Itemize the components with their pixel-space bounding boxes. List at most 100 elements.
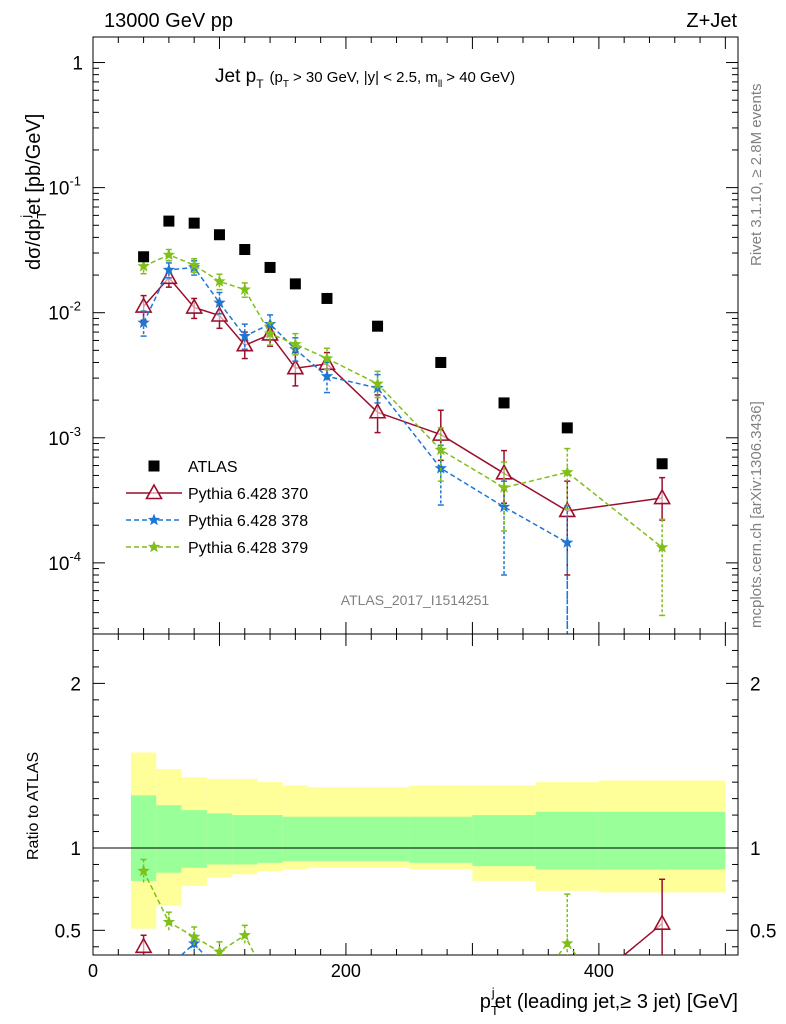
data-point	[498, 397, 510, 409]
data-point	[434, 461, 447, 474]
uncertainty-band-green	[232, 815, 258, 865]
data-point	[138, 251, 150, 263]
xlabel-a: p	[480, 991, 491, 1013]
data-point	[289, 278, 301, 290]
data-point	[185, 297, 204, 314]
legend-marker	[148, 460, 160, 472]
ratio-series-group	[134, 858, 671, 955]
x-axis-label: pTjet (leading jet,≥ 3 jet) [GeV]	[480, 985, 738, 1018]
data-point	[263, 327, 277, 339]
ratio-data-point	[188, 930, 201, 943]
ratio-data-point	[134, 937, 153, 954]
ratio-data-point	[561, 937, 574, 949]
header-left-label: 13000 GeV pp	[104, 10, 233, 32]
data-point	[561, 422, 573, 434]
rivet-version-label: Rivet 3.1.10, ≥ 2.8M events	[748, 84, 765, 267]
data-point	[561, 465, 574, 478]
main-panel-title: Jet pT (pT > 30 GeV, |y| < 2.5, mll > 40 Ge…	[215, 66, 515, 91]
ratio-data-point	[653, 914, 671, 931]
ratio-y-tick-label: 1	[70, 839, 81, 860]
xlabel-a-sup: j	[491, 985, 495, 1000]
main-panel: 10-4 10-3 10-2 10-1 1	[48, 36, 739, 635]
uncertainty-band-green	[472, 815, 536, 867]
data-point	[286, 358, 305, 375]
legend-entry-pythia-6-428-378: Pythia 6.428 378	[126, 513, 308, 530]
series-line	[143, 254, 663, 548]
data-point	[497, 500, 511, 513]
ratio-data-point	[213, 945, 226, 955]
data-point	[163, 215, 175, 227]
ratio-series-line	[557, 942, 577, 955]
ratio-series-pythia-6-428-379	[137, 858, 577, 955]
ratio-y-tick-label: 0.5	[55, 921, 81, 942]
title-cut-2-sub: ll	[438, 79, 442, 90]
data-point	[213, 274, 226, 287]
mcplots-label: mcplots.cern.ch [arXiv:1306.3436]	[748, 401, 765, 628]
data-point	[188, 217, 200, 229]
ylabel-a-sup: j	[18, 215, 33, 219]
title-cut-3: > 40 GeV)	[446, 69, 515, 86]
ratio-data-point	[137, 864, 150, 877]
legend-marker	[145, 483, 163, 500]
data-point	[372, 320, 384, 332]
legend-label: Pythia 6.428 370	[188, 486, 308, 503]
data-point	[188, 258, 201, 271]
title-cut-1: (p	[270, 69, 283, 86]
legend-label: Pythia 6.428 378	[188, 513, 308, 530]
ratio-data-point	[238, 928, 251, 941]
data-point	[239, 244, 251, 256]
legend-entry-pythia-6-428-379: Pythia 6.428 379	[126, 540, 308, 557]
legend-entry-atlas: ATLAS	[148, 459, 238, 476]
ylabel-a-sub: T	[34, 211, 49, 219]
legend-label: Pythia 6.428 379	[188, 540, 308, 557]
y-tick-label: 1	[72, 54, 83, 75]
data-point	[320, 369, 334, 382]
data-point	[264, 261, 276, 273]
x-tick-label: 200	[331, 961, 361, 981]
ylabel-b: et [pb/GeV]	[23, 114, 45, 215]
ratio-y-axis-label: Ratio to ATLAS	[25, 752, 42, 860]
uncertainty-band-green	[282, 816, 308, 862]
data-point	[289, 337, 302, 350]
data-point	[213, 229, 225, 241]
data-point	[655, 540, 669, 553]
xlabel-a-sub: T	[491, 1003, 499, 1018]
x-tick-label: 400	[584, 961, 614, 981]
ratio-y-tick-label: 2	[70, 674, 81, 695]
main-y-axis-label: dσ/dpTjet [pb/GeV]	[18, 114, 49, 270]
analysis-watermark: ATLAS_2017_I1514251	[341, 592, 490, 608]
header-right-label: Z+Jet	[686, 10, 737, 32]
uncertainty-band-green	[535, 811, 599, 870]
data-point	[435, 356, 447, 368]
data-point	[289, 342, 302, 355]
series-atlas	[138, 215, 668, 470]
data-point	[238, 329, 251, 342]
title-cut-1-sub: T	[283, 79, 289, 90]
data-point	[238, 283, 251, 295]
ratio-series-line	[142, 870, 256, 955]
legend: ATLAS Pythia 6.428 370 Pythia 6.428 378 Pyt…	[126, 459, 308, 557]
ratio-plot-frame	[92, 633, 739, 956]
uncertainty-band-green	[156, 805, 182, 873]
ratio-y-tick-label-right: 2	[750, 674, 761, 695]
y-tick-label: 10-2	[48, 299, 81, 325]
title-cut-2: > 30 GeV, |y| < 2.5, m	[293, 69, 438, 86]
data-point	[235, 335, 254, 352]
uncertainty-band-green	[308, 816, 346, 862]
ratio-y-tick-label-right: 1	[750, 839, 761, 860]
data-point	[434, 443, 447, 456]
uncertainty-band-green	[409, 816, 473, 863]
ratio-series-pythia-6-428-370	[134, 878, 671, 955]
title-main-sub: T	[256, 77, 264, 91]
data-point	[497, 481, 511, 493]
y-tick-label: 10-4	[48, 549, 81, 575]
legend-marker	[147, 540, 161, 553]
ratio-y-tick-label-right: 0.5	[750, 921, 776, 942]
data-point	[137, 316, 150, 329]
main-series-group	[134, 215, 671, 634]
data-point	[213, 296, 226, 309]
ratio-panel: 0 200 400 0.5 0.5 1 1 2 2	[55, 633, 776, 981]
legend-entry-pythia-6-428-370: Pythia 6.428 370	[126, 483, 308, 503]
uncertainty-band-green	[345, 816, 410, 862]
title-main: Jet p	[215, 66, 256, 87]
